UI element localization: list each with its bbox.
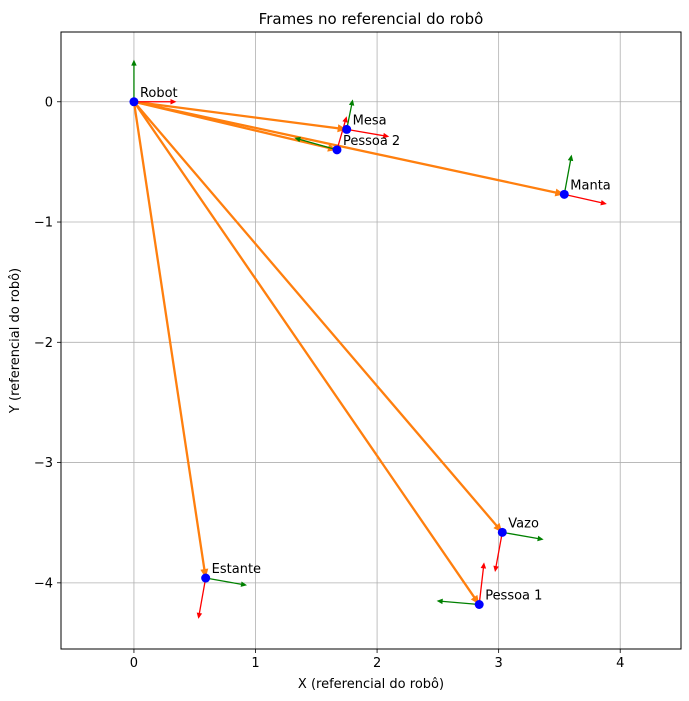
point-pessoa-1 <box>474 599 484 609</box>
y-tick-label: −4 <box>34 576 53 591</box>
plot-area-border <box>60 31 682 650</box>
frame-points <box>129 97 569 609</box>
y-axis-arrow-vazo <box>501 531 544 542</box>
y-tick-label: −3 <box>34 456 53 471</box>
label-robot: Robot <box>140 86 178 101</box>
ticks: 0 1 2 3 4 0 −1 −2 −3 −4 <box>34 95 625 671</box>
x-tick-label: 3 <box>495 656 503 671</box>
x-tick-label: 0 <box>130 656 138 671</box>
label-pessoa-2: Pessoa 2 <box>343 134 400 149</box>
x-axis-arrow-mesa <box>346 128 390 139</box>
x-axis-arrow-pessoa-1 <box>478 562 487 606</box>
point-manta <box>559 189 569 199</box>
x-axis-arrow-robot <box>133 99 177 105</box>
link-arrow-pessoa-1 <box>132 100 480 605</box>
x-axis-arrow-vazo <box>493 531 503 573</box>
x-axis-arrow-estante <box>196 577 207 619</box>
y-tick-label: −2 <box>34 336 53 351</box>
link-arrow-mesa <box>132 100 347 133</box>
chart-title: Frames no referencial do robô <box>259 10 484 28</box>
x-tick-label: 1 <box>251 656 259 671</box>
point-vazo <box>497 527 507 537</box>
link-arrow-estante <box>132 100 209 579</box>
y-axis-arrow-pessoa-1 <box>436 598 480 606</box>
y-axis-label: Y (referencial do robô) <box>8 268 23 414</box>
label-estante: Estante <box>212 562 261 577</box>
x-tick-label: 2 <box>373 656 381 671</box>
x-tick-label: 4 <box>616 656 624 671</box>
label-pessoa-1: Pessoa 1 <box>485 588 542 603</box>
y-tick-label: 0 <box>45 95 53 110</box>
y-axis-arrow-robot <box>131 59 137 103</box>
label-manta: Manta <box>570 178 611 193</box>
label-vazo: Vazo <box>508 516 539 531</box>
y-axis-arrow-pessoa-2 <box>294 136 338 151</box>
point-estante <box>201 573 211 583</box>
point-mesa <box>342 124 352 134</box>
point-pessoa-2 <box>332 145 342 155</box>
frame-labels: Robot Mesa Pessoa 2 Manta Vazo Estante Pessoa … <box>140 86 611 604</box>
point-robot <box>129 97 139 107</box>
x-axis-arrow-manta <box>563 193 607 206</box>
y-axis-arrow-manta <box>563 154 574 196</box>
label-mesa: Mesa <box>353 113 387 128</box>
y-tick-label: −1 <box>34 216 53 231</box>
frame-axis-arrows <box>131 59 607 619</box>
x-axis-label: X (referencial do robô) <box>298 677 444 692</box>
y-axis-arrow-estante <box>205 577 247 587</box>
